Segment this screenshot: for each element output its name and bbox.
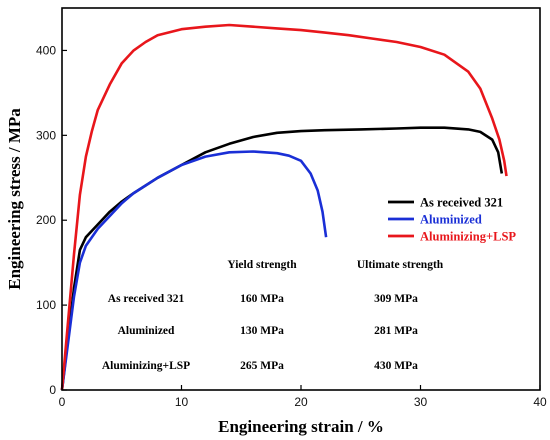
table-yield-value: 130 MPa (240, 325, 284, 337)
x-tick-label: 0 (59, 395, 66, 409)
y-tick-label: 0 (49, 383, 56, 397)
table-header-ultimate: Ultimate strength (357, 259, 444, 271)
table-ultimate-value: 309 MPa (374, 293, 418, 305)
x-axis-title: Engineering strain / % (218, 417, 384, 436)
y-tick-label: 100 (36, 298, 56, 312)
table-row-label: Aluminized (118, 325, 175, 337)
table-header-yield: Yield strength (227, 259, 297, 271)
series-line (60, 150, 328, 391)
y-axis-title: Engineering stress / MPa (5, 108, 24, 290)
x-tick-label: 20 (294, 395, 308, 409)
y-tick-label: 200 (36, 213, 56, 227)
table-ultimate-value: 430 MPa (374, 360, 418, 372)
table-yield-value: 265 MPa (240, 360, 284, 372)
x-tick-label: 10 (175, 395, 189, 409)
table-yield-value: 160 MPa (240, 293, 284, 305)
series-line (60, 126, 504, 391)
legend-label: Aluminized (420, 213, 482, 227)
table-ultimate-value: 281 MPa (374, 325, 418, 337)
y-tick-label: 300 (36, 128, 56, 142)
legend-label: As received 321 (420, 196, 503, 210)
x-tick-label: 40 (533, 395, 547, 409)
series-layer (60, 23, 508, 391)
strength-table: Yield strength Ultimate strength As rece… (102, 259, 444, 372)
legend-label: Aluminizing+LSP (420, 230, 516, 244)
y-tick-label: 400 (36, 43, 56, 57)
table-row-label: As received 321 (108, 293, 185, 305)
legend: As received 321 Aluminized Aluminizing+LSP (388, 196, 516, 244)
series-line (60, 23, 508, 391)
table-row-label: Aluminizing+LSP (102, 360, 190, 372)
x-tick-label: 30 (414, 395, 428, 409)
